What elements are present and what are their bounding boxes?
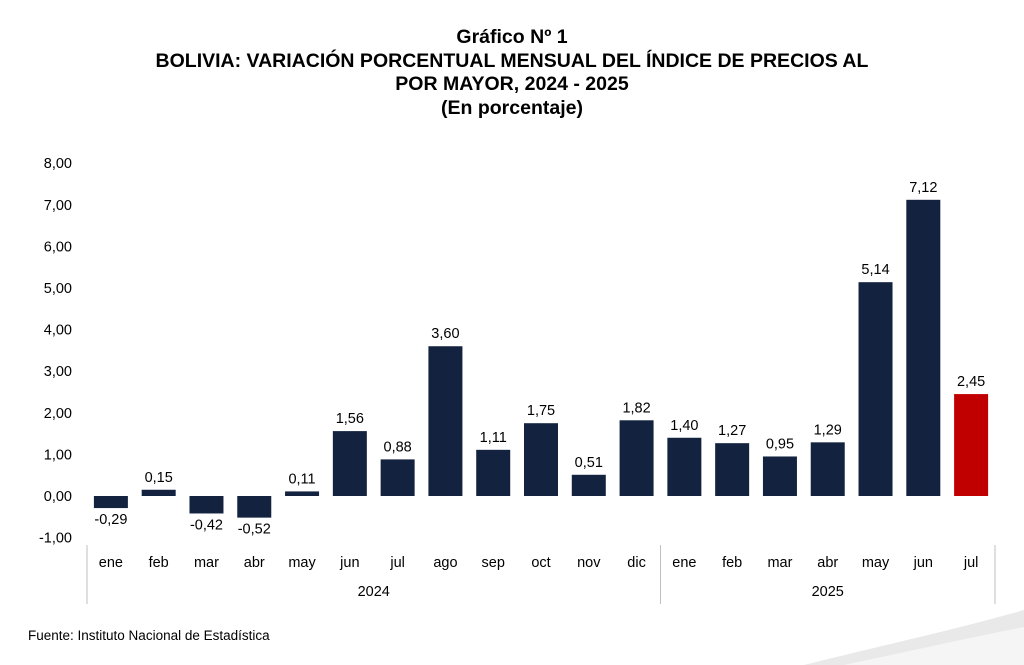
- bar: [858, 282, 893, 496]
- bar: [285, 491, 320, 496]
- x-tick-label: feb: [722, 555, 742, 571]
- y-tick-label: 0,00: [44, 489, 72, 505]
- bar: [667, 437, 702, 496]
- x-tick-label: abr: [244, 555, 265, 571]
- data-label: 1,56: [336, 411, 364, 427]
- y-tick-label: 7,00: [44, 198, 72, 214]
- chart-number: Gráfico Nº 1: [456, 26, 568, 48]
- data-label: 1,75: [527, 403, 555, 419]
- bar: [810, 442, 845, 496]
- data-label: -0,42: [190, 517, 223, 533]
- x-tick-label: jul: [389, 555, 405, 571]
- bar: [524, 423, 558, 496]
- x-tick-label: may: [288, 555, 316, 571]
- y-tick-label: 8,00: [44, 156, 72, 172]
- bar: [428, 346, 463, 496]
- data-label: 3,60: [431, 326, 459, 342]
- y-tick-label: 3,00: [44, 364, 72, 380]
- x-tick-label: jun: [913, 555, 933, 571]
- y-tick-label: 6,00: [44, 239, 72, 255]
- chart-title-line-2: POR MAYOR, 2024 - 2025: [395, 73, 629, 95]
- data-label: 7,12: [909, 180, 937, 196]
- bar: [237, 496, 272, 518]
- data-label: 1,27: [718, 423, 746, 439]
- chart-title-block: Gráfico Nº 1 BOLIVIA: VARIACIÓN PORCENTU…: [0, 26, 1024, 120]
- x-tick-label: ene: [672, 555, 696, 571]
- data-label: -0,29: [94, 512, 127, 528]
- bar: [715, 443, 750, 496]
- bar: [954, 394, 989, 496]
- x-tick-label: abr: [817, 555, 838, 571]
- y-tick-label: 2,00: [44, 406, 72, 422]
- data-label: 5,14: [861, 262, 889, 278]
- decorative-swoosh: [804, 610, 1024, 665]
- data-label: 1,29: [814, 422, 842, 438]
- chart-title-line-1: BOLIVIA: VARIACIÓN PORCENTUAL MENSUAL DE…: [155, 49, 869, 72]
- group-label: 2025: [812, 584, 844, 600]
- x-tick-label: sep: [482, 555, 505, 571]
- bar: [476, 449, 511, 496]
- x-tick-label: may: [862, 555, 890, 571]
- bar: [189, 496, 224, 514]
- data-label: 1,11: [480, 430, 507, 446]
- x-tick-label: mar: [194, 555, 219, 571]
- data-label: 0,51: [575, 455, 603, 471]
- data-label: 1,40: [670, 418, 698, 434]
- bar: [906, 199, 941, 497]
- x-tick-label: jul: [963, 555, 979, 571]
- bar: [93, 496, 128, 509]
- bar: [141, 489, 176, 496]
- y-tick-label: 1,00: [44, 447, 72, 463]
- bar: [571, 474, 606, 496]
- data-label: -0,52: [238, 522, 271, 538]
- x-tick-label: ago: [433, 555, 457, 571]
- x-tick-label: oct: [531, 555, 550, 571]
- bar: [619, 420, 654, 496]
- data-label: 1,82: [622, 400, 650, 416]
- chart-subtitle: (En porcentaje): [441, 96, 583, 119]
- data-label: 0,15: [145, 470, 173, 486]
- y-tick-label: 5,00: [44, 281, 72, 297]
- x-tick-label: feb: [149, 555, 169, 571]
- x-tick-label: nov: [577, 555, 601, 571]
- data-label: 0,95: [766, 436, 794, 452]
- data-label: 0,88: [384, 439, 412, 455]
- x-tick-label: dic: [627, 555, 646, 571]
- y-tick-label: 4,00: [44, 323, 72, 339]
- y-tick-label: -1,00: [39, 531, 72, 547]
- source-note: Fuente: Instituto Nacional de Estadístic…: [28, 628, 270, 643]
- bar: [332, 431, 367, 496]
- x-tick-label: jun: [339, 555, 359, 571]
- x-tick-label: mar: [767, 555, 792, 571]
- x-tick-label: ene: [99, 555, 123, 571]
- bar: [762, 456, 797, 496]
- bar: [380, 459, 415, 496]
- data-label: 0,11: [288, 471, 315, 487]
- data-label: 2,45: [957, 374, 985, 390]
- group-label: 2024: [358, 584, 390, 600]
